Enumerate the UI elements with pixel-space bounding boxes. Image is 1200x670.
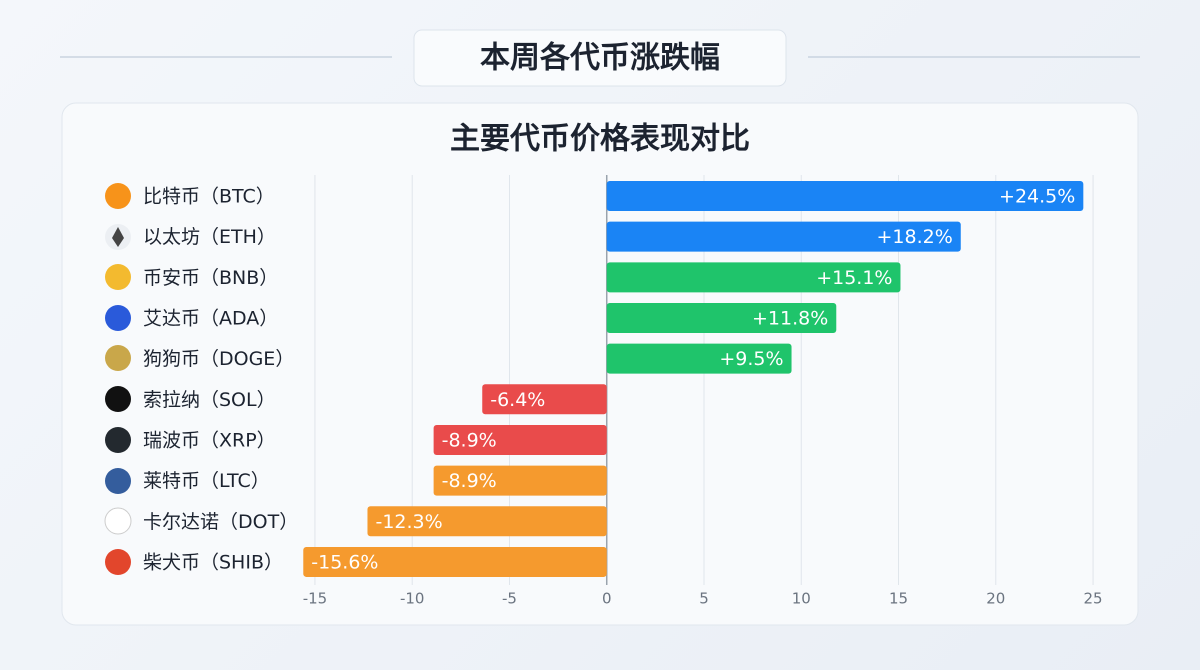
category-label: 卡尔达诺（DOT） [143, 511, 298, 533]
value-label: +18.2% [876, 226, 952, 248]
coin-icon [105, 183, 131, 209]
x-tick-label: -10 [400, 590, 425, 608]
bar [606, 302, 837, 333]
category-label: 柴犬币（SHIB） [143, 551, 283, 573]
category-label: 瑞波币（XRP） [143, 429, 276, 451]
value-label: -8.9% [442, 429, 497, 451]
category-label: 币安币（BNB） [143, 267, 278, 289]
x-tick-label: -5 [502, 590, 517, 608]
bar [606, 343, 792, 374]
x-tick-label: 20 [986, 590, 1005, 608]
coin-icon [105, 305, 131, 331]
bar [303, 546, 607, 577]
coin-icon [105, 427, 131, 453]
x-tick-label: 15 [889, 590, 908, 608]
x-tick-label: 10 [792, 590, 811, 608]
coin-icons [104, 183, 132, 575]
coin-icon [105, 549, 131, 575]
category-label: 艾达币（ADA） [143, 307, 278, 329]
coin-icon [105, 468, 131, 494]
bar [433, 424, 607, 455]
chart-title: 主要代币价格表现对比 [450, 122, 750, 157]
coin-icon [112, 227, 124, 247]
category-label: 狗狗币（DOGE） [143, 348, 294, 370]
category-label: 比特币（BTC） [143, 186, 275, 208]
coin-icon [105, 345, 131, 371]
value-label: +15.1% [816, 267, 892, 289]
value-label: -8.9% [442, 470, 497, 492]
value-label: -15.6% [311, 551, 378, 573]
coin-icon [105, 386, 131, 412]
bar [433, 465, 607, 496]
value-label: -6.4% [490, 389, 545, 411]
bar [482, 384, 607, 415]
coin-icon [105, 264, 131, 290]
category-label: 以太坊（ETH） [143, 226, 276, 248]
category-label: 莱特币（LTC） [143, 470, 270, 492]
value-label: +9.5% [719, 348, 783, 370]
x-tick-label: 0 [602, 590, 612, 608]
header-title: 本周各代币涨跌幅 [480, 41, 720, 76]
value-label: -12.3% [375, 511, 442, 533]
bar [606, 181, 1084, 211]
x-tick-label: 25 [1084, 590, 1103, 608]
x-tick-label: 5 [699, 590, 709, 608]
value-label: +11.8% [752, 307, 828, 329]
x-tick-label: -15 [303, 590, 328, 608]
value-label: +24.5% [999, 186, 1075, 208]
header-box [413, 29, 787, 87]
bar [606, 262, 901, 293]
bar [367, 506, 607, 537]
bar [606, 221, 961, 252]
coin-icon [104, 507, 132, 535]
category-label: 索拉纳（SOL） [143, 389, 276, 411]
